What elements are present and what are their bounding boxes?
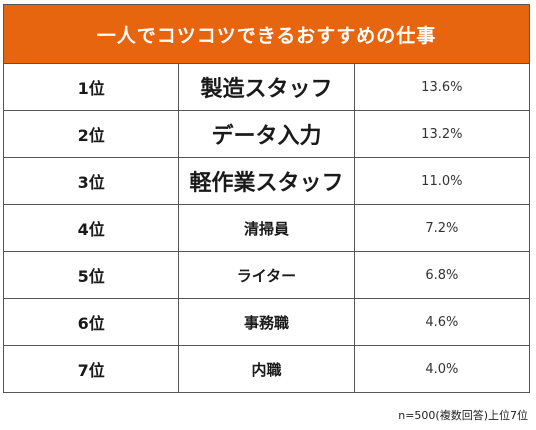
percent-cell: 4.6% [353, 298, 531, 346]
percent-cell: 6.8% [353, 251, 531, 299]
table-row: 3位 軽作業スタッフ 11.0% [2, 157, 531, 205]
rank-cell: 4位 [2, 204, 180, 252]
job-name-cell: データ入力 [178, 110, 355, 158]
percent-cell: 13.2% [353, 110, 531, 158]
job-name-cell: ライター [178, 251, 355, 299]
percent-cell: 11.0% [353, 157, 531, 205]
table-row: 5位 ライター 6.8% [2, 251, 531, 299]
rank-cell: 6位 [2, 298, 180, 346]
rank-cell: 2位 [2, 110, 180, 158]
table-header-row: 一人でコツコツできるおすすめの仕事 [3, 4, 530, 64]
rank-cell: 5位 [2, 251, 180, 299]
job-name-cell: 清掃員 [178, 204, 355, 252]
job-name-cell: 軽作業スタッフ [178, 157, 355, 205]
table-row: 2位 データ入力 13.2% [2, 110, 531, 158]
table-row: 1位 製造スタッフ 13.6% [2, 63, 531, 111]
table-title: 一人でコツコツできるおすすめの仕事 [3, 4, 530, 64]
table-row: 4位 清掃員 7.2% [2, 204, 531, 252]
job-name-cell: 製造スタッフ [178, 63, 355, 111]
sample-note: n=500(複数回答)上位7位 [398, 409, 528, 422]
rank-cell: 7位 [2, 345, 180, 393]
percent-cell: 4.0% [353, 345, 531, 393]
percent-cell: 7.2% [353, 204, 531, 252]
ranking-table: 一人でコツコツできるおすすめの仕事 1位 製造スタッフ 13.6% 2位 データ… [2, 4, 531, 393]
rank-cell: 3位 [2, 157, 180, 205]
percent-cell: 13.6% [353, 63, 531, 111]
table-row: 7位 内職 4.0% [2, 345, 531, 393]
table-row: 6位 事務職 4.6% [2, 298, 531, 346]
rank-cell: 1位 [2, 63, 180, 111]
job-name-cell: 事務職 [178, 298, 355, 346]
job-name-cell: 内職 [178, 345, 355, 393]
